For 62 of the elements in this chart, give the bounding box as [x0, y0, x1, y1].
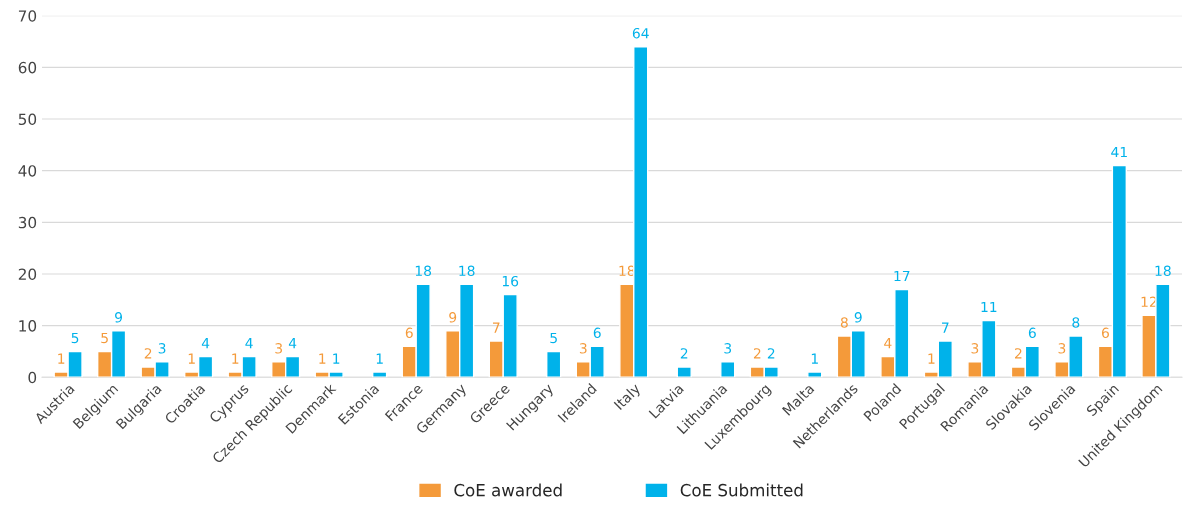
y-tick-label: 10	[19, 320, 37, 332]
data-label: 5	[101, 332, 108, 344]
data-label: 18	[1155, 265, 1171, 277]
y-tick-label: 50	[18, 113, 37, 126]
data-label: 9	[115, 312, 123, 323]
data-label: 1	[319, 353, 326, 364]
data-label: 2	[680, 348, 688, 359]
data-label: 16	[502, 275, 519, 287]
legend-label: CoE Submitted	[680, 483, 803, 497]
data-label: 8	[1072, 317, 1080, 328]
data-label: 2	[144, 348, 152, 359]
data-label: 18	[459, 265, 475, 277]
data-label: 2	[753, 348, 761, 359]
data-label: 3	[724, 343, 732, 354]
data-label: 41	[1111, 146, 1127, 158]
data-label: 3	[579, 343, 587, 354]
data-label: 2	[1015, 348, 1022, 359]
data-label: 4	[201, 338, 210, 349]
data-label: 1	[58, 353, 65, 364]
data-label: 17	[894, 270, 910, 282]
data-label: 64	[632, 27, 649, 39]
data-label: 3	[971, 343, 979, 354]
bar	[371, 371, 388, 378]
data-label: 6	[405, 327, 413, 339]
data-label: 1	[188, 353, 195, 364]
y-tick-label: 20	[18, 268, 37, 280]
bar	[720, 361, 736, 378]
data-label: 1	[928, 353, 935, 364]
data-label: 6	[593, 327, 601, 339]
data-label: 3	[275, 343, 283, 354]
data-label: 4	[288, 338, 297, 349]
data-label: 9	[854, 312, 862, 323]
data-label: 4	[884, 338, 892, 349]
data-label: 6	[1101, 327, 1109, 339]
data-label: 6	[1028, 327, 1036, 339]
legend-label: CoE awarded	[454, 483, 562, 497]
data-label: 1	[376, 353, 383, 364]
bar	[546, 350, 562, 378]
y-tick-label: 40	[18, 165, 37, 177]
data-label: 7	[942, 322, 949, 333]
y-tick-label: 70	[18, 10, 37, 22]
data-label: 5	[71, 332, 79, 344]
data-label: 4	[245, 338, 253, 349]
data-label: 18	[415, 265, 432, 277]
data-label: 1	[333, 353, 340, 364]
bar	[807, 371, 823, 378]
y-tick-label: 30	[18, 216, 37, 229]
data-label: 18	[619, 265, 635, 277]
data-label: 1	[232, 353, 239, 364]
data-label: 3	[158, 343, 166, 354]
bar	[676, 366, 692, 378]
data-label: 3	[1058, 343, 1066, 354]
data-label: 7	[492, 322, 500, 333]
data-label: 9	[449, 312, 457, 323]
data-label: 8	[840, 317, 848, 328]
data-label: 2	[767, 348, 775, 359]
data-label: 11	[981, 301, 997, 313]
data-label: 5	[550, 332, 557, 344]
y-tick-label: 60	[18, 61, 37, 74]
data-label: 12	[1141, 296, 1157, 307]
data-label: 1	[811, 353, 818, 364]
y-tick-label: 0	[28, 371, 37, 384]
